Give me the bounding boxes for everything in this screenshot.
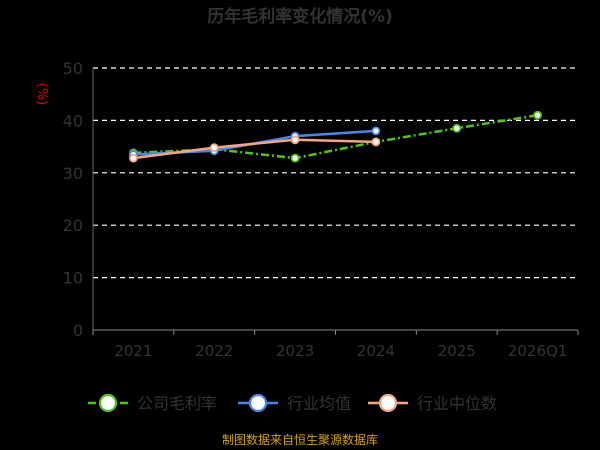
x-tick-label-2022: 2022 xyxy=(195,342,233,360)
legend-marker-1 xyxy=(248,393,268,413)
x-tick-label-2024: 2024 xyxy=(357,342,395,360)
data-point-2-1 xyxy=(209,143,219,153)
data-point-2-0 xyxy=(129,153,138,163)
data-point-0-5 xyxy=(533,110,542,120)
chart-title: 历年毛利率变化情况(%) xyxy=(207,6,393,27)
axis-layer: 0 10 20 30 40 50 2021 2022 2023 2024 2025 2026Q1 xyxy=(63,59,579,360)
legend-marker-2 xyxy=(378,393,398,413)
y-tick-label-10: 10 xyxy=(63,269,83,288)
legend-label-2: 行业中位数 xyxy=(417,394,497,413)
series-layer xyxy=(129,110,542,163)
y-tick-label-20: 20 xyxy=(63,216,83,235)
y-axis-label: (%) xyxy=(34,83,49,106)
data-point-2-2 xyxy=(290,135,300,145)
data-point-1-3 xyxy=(371,126,381,136)
source-footer: 制图数据来自恒生聚源数据库 xyxy=(222,432,378,447)
y-tick-label-40: 40 xyxy=(63,111,83,130)
x-tick-label-2026Q1: 2026Q1 xyxy=(508,342,568,360)
legend-label-0: 公司毛利率 xyxy=(137,394,217,413)
x-tick-label-2023: 2023 xyxy=(276,342,314,360)
x-tick-label-2025: 2025 xyxy=(438,342,476,360)
y-tick-label-30: 30 xyxy=(63,164,83,183)
data-point-0-4 xyxy=(452,123,462,133)
grid-layer xyxy=(93,67,578,279)
series-line-2 xyxy=(133,138,376,160)
data-point-2-3 xyxy=(371,137,381,147)
y-tick-label-50: 50 xyxy=(63,59,83,78)
legend: 公司毛利率 行业均值 行业中位数 xyxy=(88,393,497,413)
legend-label-1: 行业均值 xyxy=(287,394,351,413)
y-tick-label-0: 0 xyxy=(73,321,83,340)
x-tick-label-2021: 2021 xyxy=(114,342,152,360)
data-point-0-2 xyxy=(290,153,300,163)
legend-marker-0 xyxy=(98,393,118,413)
